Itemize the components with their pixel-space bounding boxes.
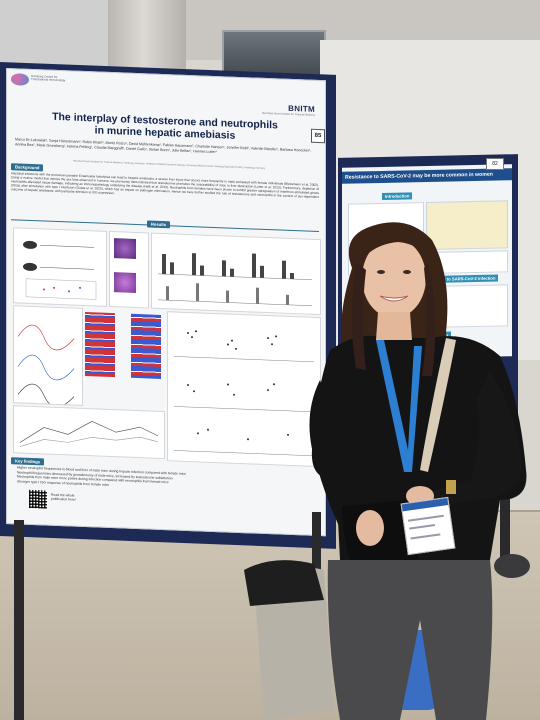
mouse-schematic (23, 240, 97, 300)
bar-plots (158, 253, 312, 306)
name-badge-line (407, 514, 444, 522)
name-badge (400, 496, 456, 556)
backpack (244, 560, 334, 720)
second-poster-number: 82 (486, 158, 504, 170)
results-figure-d (167, 311, 321, 468)
results-figure-b (151, 232, 321, 316)
main-poster: Hamburg Centre for Translational Immunol… (6, 68, 326, 537)
poster-stand-leg (14, 520, 24, 720)
poster-stand-leg (312, 512, 321, 582)
results-figure-a (13, 227, 107, 307)
name-badge-line (409, 524, 436, 530)
stand-base (494, 554, 530, 578)
results-figure-e (13, 405, 165, 460)
name-badge-line (410, 533, 441, 540)
line-plots (19, 420, 159, 447)
pillar (108, 0, 186, 75)
results-figure-c (13, 305, 83, 408)
dot-plots (174, 330, 314, 457)
